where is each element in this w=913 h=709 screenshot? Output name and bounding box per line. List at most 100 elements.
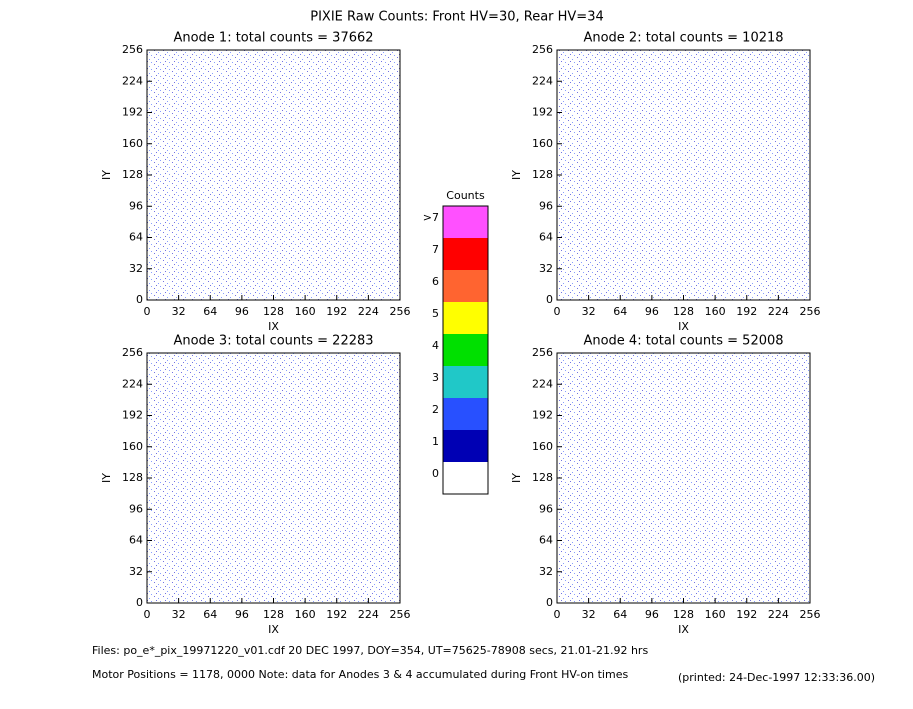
footer-motor: Motor Positions = 1178, 0000 Note: data … <box>92 668 628 681</box>
x-tick-label: 128 <box>673 305 694 318</box>
x-tick-label: 0 <box>144 305 151 318</box>
colorbar-label: 3 <box>432 371 439 384</box>
colorbar-title: Counts <box>446 189 485 202</box>
y-tick-label: 256 <box>122 43 143 56</box>
colorbar-label: 5 <box>432 307 439 320</box>
colorbar-cell <box>443 270 488 302</box>
colorbar-label: 6 <box>432 275 439 288</box>
x-tick-label: 192 <box>326 608 347 621</box>
footer-files: Files: po_e*_pix_19971220_v01.cdf 20 DEC… <box>92 644 648 657</box>
colorbar-label: >7 <box>423 211 439 224</box>
x-tick-label: 160 <box>295 305 316 318</box>
x-tick-label: 64 <box>613 305 627 318</box>
x-tick-label: 0 <box>554 305 561 318</box>
y-tick-label: 32 <box>539 262 553 275</box>
y-tick-label: 128 <box>532 168 553 181</box>
x-tick-label: 160 <box>705 305 726 318</box>
y-tick-label: 160 <box>122 137 143 150</box>
colorbar-cell <box>443 462 488 494</box>
y-tick-label: 64 <box>539 534 553 547</box>
x-tick-label: 256 <box>800 608 821 621</box>
y-axis-label: IY <box>510 473 523 483</box>
x-tick-label: 32 <box>172 305 186 318</box>
y-tick-label: 0 <box>136 596 143 609</box>
panel-title: Anode 1: total counts = 37662 <box>173 31 373 46</box>
colorbar-cell <box>443 366 488 398</box>
y-tick-label: 0 <box>546 596 553 609</box>
y-tick-label: 0 <box>546 293 553 306</box>
x-axis-label: IX <box>678 623 689 636</box>
x-tick-label: 192 <box>736 608 757 621</box>
y-tick-label: 256 <box>122 346 143 359</box>
y-tick-label: 32 <box>129 262 143 275</box>
x-tick-label: 64 <box>203 305 217 318</box>
main-title: PIXIE Raw Counts: Front HV=30, Rear HV=3… <box>310 10 604 25</box>
colorbar-label: 7 <box>432 243 439 256</box>
y-axis-label: IY <box>100 473 113 483</box>
colorbar-cell <box>443 398 488 430</box>
colorbar-label: 0 <box>432 467 439 480</box>
y-tick-label: 160 <box>532 137 553 150</box>
colorbar-label: 1 <box>432 435 439 448</box>
colorbar-cell <box>443 302 488 334</box>
y-tick-label: 160 <box>122 440 143 453</box>
x-tick-label: 256 <box>390 608 411 621</box>
x-tick-label: 64 <box>203 608 217 621</box>
x-tick-label: 32 <box>582 305 596 318</box>
panel-title: Anode 3: total counts = 22283 <box>173 334 373 349</box>
y-tick-label: 192 <box>122 409 143 422</box>
y-tick-label: 64 <box>539 231 553 244</box>
x-tick-label: 256 <box>800 305 821 318</box>
x-tick-label: 224 <box>358 305 379 318</box>
panel-title: Anode 2: total counts = 10218 <box>583 31 783 46</box>
x-tick-label: 256 <box>390 305 411 318</box>
x-tick-label: 160 <box>705 608 726 621</box>
x-tick-label: 96 <box>645 305 659 318</box>
heatmap-texture <box>557 50 810 300</box>
colorbar-cell <box>443 430 488 462</box>
y-tick-label: 192 <box>122 106 143 119</box>
x-tick-label: 224 <box>768 608 789 621</box>
heatmap-texture <box>147 353 400 603</box>
y-tick-label: 32 <box>129 565 143 578</box>
x-tick-label: 0 <box>554 608 561 621</box>
y-tick-label: 128 <box>122 168 143 181</box>
x-tick-label: 128 <box>263 305 284 318</box>
x-tick-label: 64 <box>613 608 627 621</box>
x-tick-label: 224 <box>358 608 379 621</box>
footer-printed: (printed: 24-Dec-1997 12:33:36.00) <box>678 671 875 684</box>
y-tick-label: 224 <box>532 74 553 87</box>
y-tick-label: 256 <box>532 43 553 56</box>
y-axis-label: IY <box>100 170 113 180</box>
x-tick-label: 128 <box>673 608 694 621</box>
heatmap-texture <box>147 50 400 300</box>
x-tick-label: 32 <box>172 608 186 621</box>
x-tick-label: 96 <box>235 305 249 318</box>
y-tick-label: 128 <box>122 471 143 484</box>
y-tick-label: 96 <box>539 502 553 515</box>
heatmap-texture <box>557 353 810 603</box>
y-tick-label: 96 <box>539 199 553 212</box>
x-tick-label: 192 <box>326 305 347 318</box>
colorbar-label: 2 <box>432 403 439 416</box>
colorbar-label: 4 <box>432 339 439 352</box>
x-axis-label: IX <box>268 320 279 333</box>
y-tick-label: 0 <box>136 293 143 306</box>
x-axis-label: IX <box>678 320 689 333</box>
x-tick-label: 96 <box>235 608 249 621</box>
y-tick-label: 160 <box>532 440 553 453</box>
x-axis-label: IX <box>268 623 279 636</box>
y-tick-label: 32 <box>539 565 553 578</box>
x-tick-label: 160 <box>295 608 316 621</box>
x-tick-label: 192 <box>736 305 757 318</box>
y-tick-label: 96 <box>129 502 143 515</box>
y-tick-label: 256 <box>532 346 553 359</box>
y-tick-label: 224 <box>122 377 143 390</box>
x-tick-label: 32 <box>582 608 596 621</box>
colorbar-frame <box>442 205 489 495</box>
y-tick-label: 64 <box>129 534 143 547</box>
colorbar-cell <box>443 206 488 238</box>
panel-title: Anode 4: total counts = 52008 <box>583 334 783 349</box>
colorbar-cell <box>443 238 488 270</box>
